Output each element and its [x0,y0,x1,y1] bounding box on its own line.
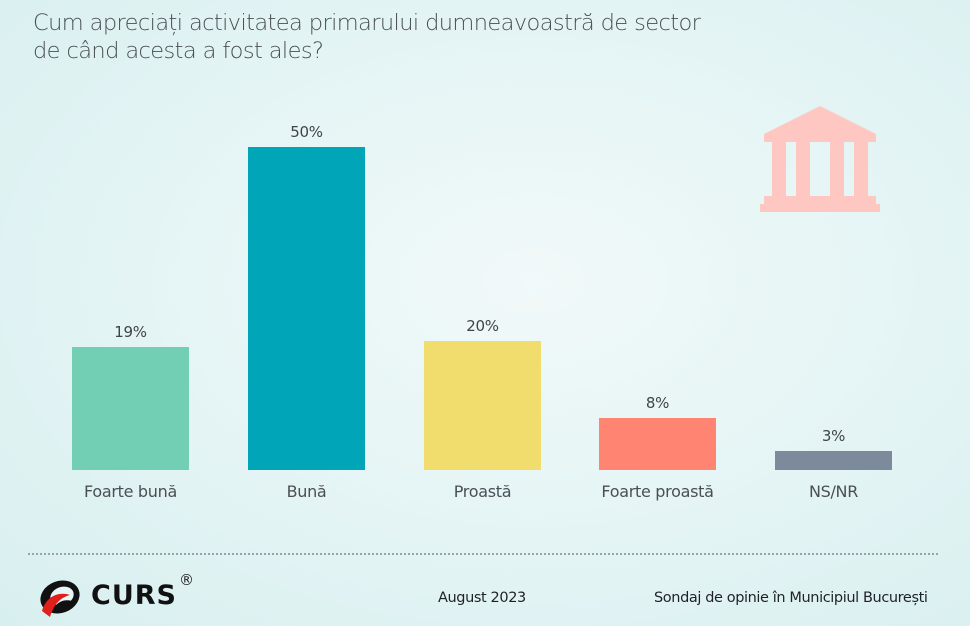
brand-name: CURS [91,580,177,611]
bar-1 [248,147,365,470]
value-label: 19% [114,323,147,341]
curs-swoosh-icon [40,580,80,617]
bar-3 [599,418,716,470]
bar-2 [424,341,541,470]
category-label: Foarte bună [84,482,177,501]
category-label: Bună [286,482,327,501]
title-line-1: Cum apreciați activitatea primarului dum… [33,10,701,36]
curs-logo: CURS ® [36,571,206,619]
registered-mark: ® [179,571,194,589]
survey-source: Sondaj de opinie în Municipiul București [654,590,928,606]
chart-title: Cum apreciați activitatea primarului dum… [33,9,853,65]
value-label: 8% [645,394,670,412]
value-label: 20% [466,317,499,335]
bar-chart: 19% Foarte bună 50% Bună 20% Proastă 8% Foarte … [72,123,892,501]
category-label: NS/NR [808,482,859,501]
title-line-2: de când acesta a fost ales? [33,38,324,64]
value-label: 50% [290,123,323,141]
bank-building-icon [760,106,880,212]
survey-date: August 2023 [438,590,526,606]
category-label: Foarte proastă [601,482,714,501]
value-label: 3% [821,427,846,445]
bar-0 [72,347,189,470]
category-label: Proastă [453,482,512,501]
footer-divider [28,553,938,555]
bar-4 [775,451,892,470]
